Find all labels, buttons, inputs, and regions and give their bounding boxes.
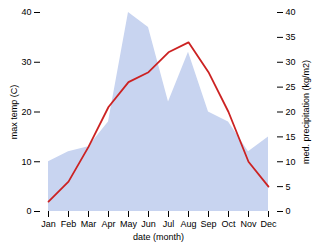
svg-text:May: May — [120, 219, 138, 229]
svg-text:15: 15 — [286, 132, 296, 142]
svg-text:30: 30 — [21, 57, 31, 67]
svg-text:10: 10 — [286, 157, 296, 167]
svg-text:0: 0 — [286, 206, 291, 216]
svg-text:20: 20 — [286, 107, 296, 117]
svg-text:5: 5 — [286, 182, 291, 192]
svg-text:Mar: Mar — [81, 219, 97, 229]
svg-text:20: 20 — [21, 107, 31, 117]
svg-text:Dec: Dec — [260, 219, 277, 229]
svg-text:max temp (C): max temp (C) — [9, 85, 19, 140]
svg-text:40: 40 — [21, 7, 31, 17]
svg-text:0: 0 — [26, 206, 31, 216]
svg-text:med. precipitation (kg/m2): med. precipitation (kg/m2) — [301, 60, 311, 164]
svg-text:25: 25 — [286, 82, 296, 92]
svg-text:Oct: Oct — [221, 219, 236, 229]
svg-text:30: 30 — [286, 57, 296, 67]
svg-text:10: 10 — [21, 157, 31, 167]
svg-text:Jan: Jan — [41, 219, 56, 229]
svg-text:35: 35 — [286, 32, 296, 42]
svg-text:Apr: Apr — [101, 219, 115, 229]
svg-text:Jul: Jul — [163, 219, 175, 229]
svg-text:40: 40 — [286, 7, 296, 17]
svg-text:Sep: Sep — [200, 219, 216, 229]
svg-text:date (month): date (month) — [133, 232, 184, 242]
svg-text:Feb: Feb — [61, 219, 77, 229]
svg-text:Aug: Aug — [180, 219, 196, 229]
svg-text:Jun: Jun — [141, 219, 156, 229]
svg-text:Nov: Nov — [240, 219, 257, 229]
